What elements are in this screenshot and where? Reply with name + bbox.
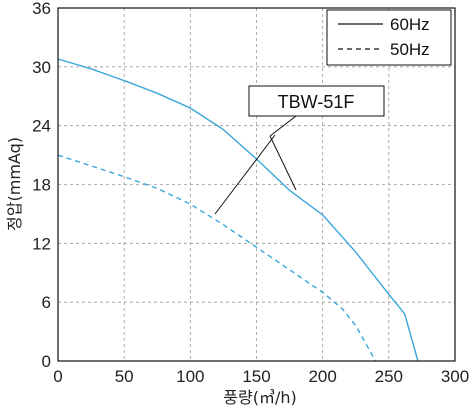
x-tick-label-50: 50 (115, 367, 134, 386)
callout-label: TBW-51F (278, 92, 355, 112)
y-tick-label-24: 24 (32, 117, 51, 136)
legend: 60Hz 50Hz (326, 9, 452, 66)
y-tick-label-30: 30 (32, 58, 51, 77)
callout-leader-60hz-drop (269, 135, 297, 191)
y-tick-label-12: 12 (32, 234, 51, 253)
model-callout: TBW-51F (214, 85, 385, 215)
x-tick-label-0: 0 (53, 367, 62, 386)
x-tick-label-300: 300 (441, 367, 469, 386)
plot-frame (57, 7, 456, 362)
y-tick-label-0: 0 (42, 352, 51, 371)
y-tick-label-36: 36 (32, 0, 51, 18)
callout-box (248, 85, 385, 117)
series-line-50hz (57, 154, 377, 362)
legend-label-60hz: 60Hz (390, 15, 430, 34)
legend-box (326, 9, 452, 66)
callout-leader-50hz (214, 134, 276, 215)
x-axis-title: 풍량(㎥/h) (223, 388, 296, 407)
y-tick-label-6: 6 (42, 293, 51, 312)
x-tick-label-150: 150 (242, 367, 270, 386)
tick-labels: 0 50 100 150 200 250 300 0 6 12 18 24 30 36 (32, 0, 469, 386)
chart-grid (58, 8, 455, 361)
x-tick-label-250: 250 (375, 367, 403, 386)
y-tick-label-18: 18 (32, 176, 51, 195)
x-tick-label-200: 200 (308, 367, 336, 386)
legend-label-50hz: 50Hz (390, 40, 430, 59)
callout-leader-60hz (269, 115, 297, 137)
x-tick-label-100: 100 (176, 367, 204, 386)
y-axis-title: 정압(mmAq) (5, 137, 24, 231)
